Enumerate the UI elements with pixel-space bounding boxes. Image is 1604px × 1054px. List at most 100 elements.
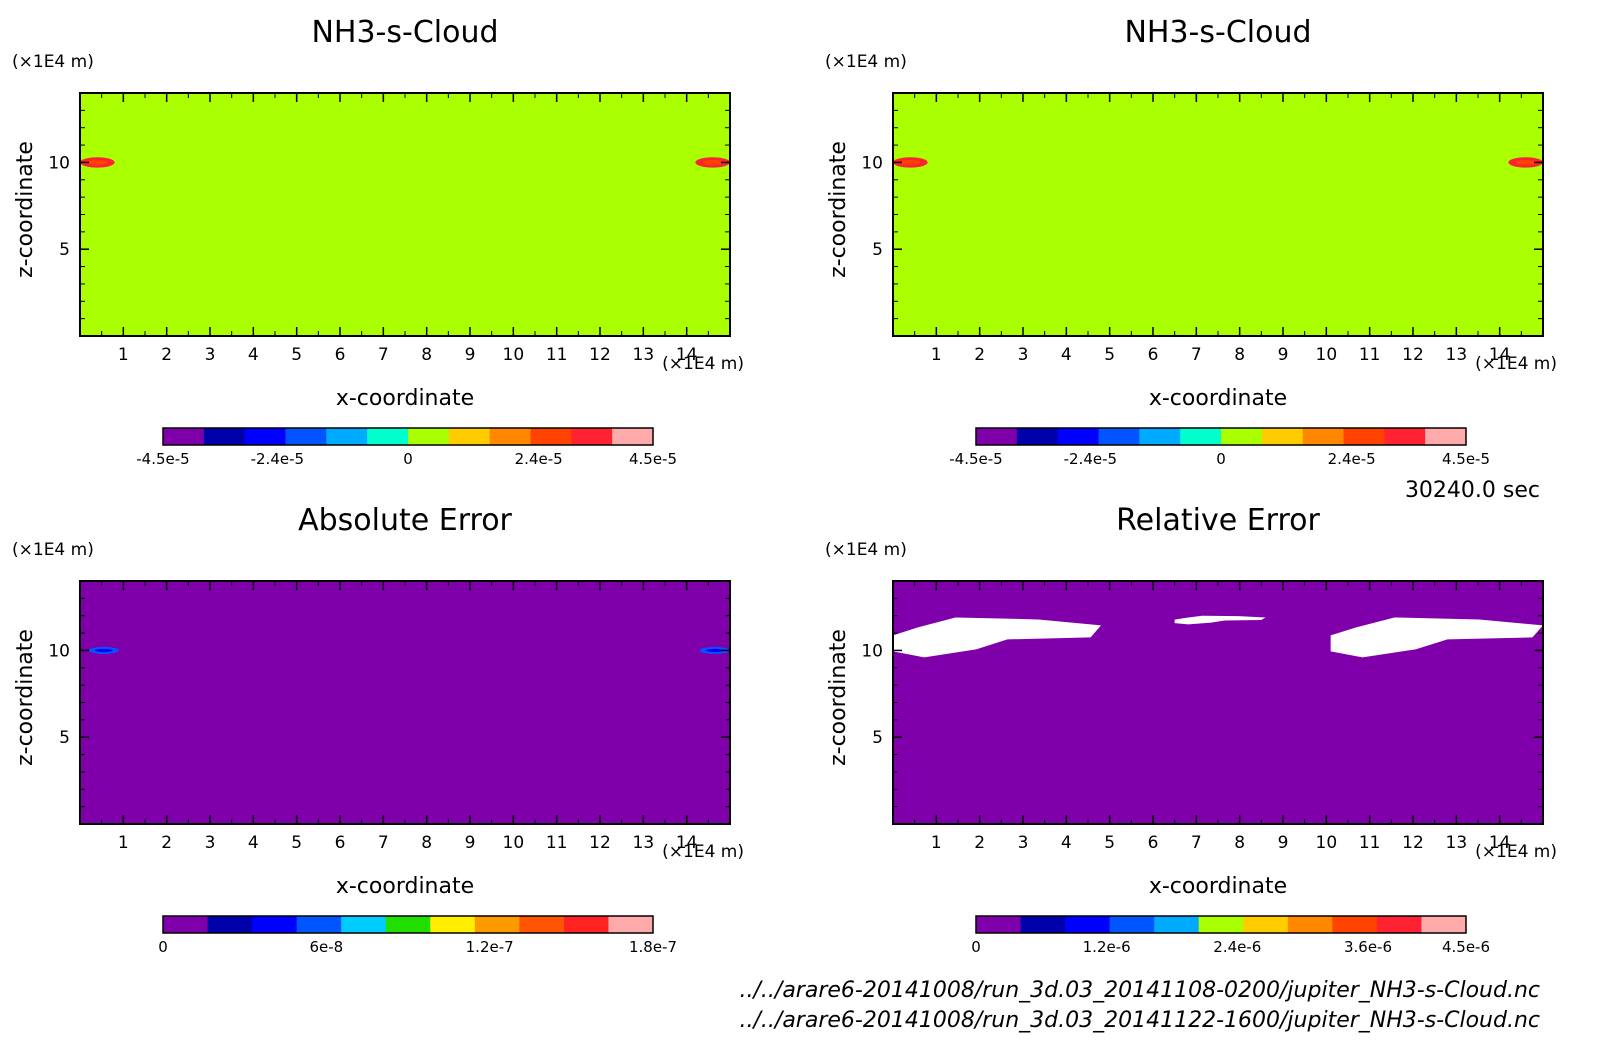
colorbar-label: 4.5e-5 bbox=[1442, 450, 1490, 468]
x-tick-label: 7 bbox=[1191, 833, 1202, 853]
x-tick-label: 1 bbox=[118, 345, 129, 365]
x-tick-label: 2 bbox=[161, 345, 172, 365]
x-axis-label: x-coordinate bbox=[1149, 874, 1287, 899]
x-tick-label: 4 bbox=[248, 833, 259, 853]
colorbar-swatch bbox=[252, 916, 298, 933]
heatmap-field bbox=[893, 93, 1543, 336]
colorbar-label: 4.5e-6 bbox=[1442, 938, 1490, 956]
heatmap-field bbox=[80, 581, 730, 824]
panel-1: NH3-s-Cloud(×1E4 m)1 2 3 4 5 6 7 8 9 10 11 12 13 1451… bbox=[12, 15, 744, 468]
x-tick-label: 8 bbox=[421, 833, 432, 853]
x-tick-label: 9 bbox=[1278, 833, 1289, 853]
x-tick-label: 7 bbox=[1191, 345, 1202, 365]
colorbar-swatch bbox=[1425, 428, 1467, 445]
x-tick-label: 13 bbox=[1446, 345, 1468, 365]
panel-title: Absolute Error bbox=[298, 503, 512, 538]
x-tick-label: 10 bbox=[1316, 345, 1338, 365]
colorbar-label: 1.2e-7 bbox=[466, 938, 514, 956]
colorbar-label: -4.5e-5 bbox=[949, 450, 1002, 468]
x-tick-label: 4 bbox=[248, 345, 259, 365]
colorbar: -4.5e-5 -2.4e-5 0 2.4e-5 4.5e-5 bbox=[949, 427, 1490, 468]
panel-title: NH3-s-Cloud bbox=[311, 15, 498, 50]
y-unit-label: (×1E4 m) bbox=[825, 540, 907, 560]
heatmap-feature-core bbox=[702, 160, 724, 165]
heatmap-feature-core bbox=[94, 648, 113, 652]
x-tick-label: 7 bbox=[378, 833, 389, 853]
y-axis-label: z-coordinate bbox=[826, 141, 851, 278]
colorbar-swatch bbox=[285, 428, 327, 445]
colorbar-label: -2.4e-5 bbox=[1064, 450, 1117, 468]
undefined-region bbox=[893, 617, 1101, 658]
colorbar-label: 4.5e-5 bbox=[629, 450, 677, 468]
colorbar-label: 2.4e-5 bbox=[515, 450, 563, 468]
x-tick-label: 10 bbox=[503, 345, 525, 365]
y-tick-label: 5 bbox=[872, 240, 883, 260]
y-axis-label: z-coordinate bbox=[13, 629, 38, 766]
panel-title: Relative Error bbox=[1116, 503, 1320, 538]
file-path-2: ../../arare6-20141008/run_3d.03_20141122… bbox=[740, 1008, 1540, 1033]
colorbar-frame bbox=[975, 427, 1467, 446]
colorbar-swatch bbox=[563, 916, 609, 933]
colorbar-swatch bbox=[608, 916, 654, 933]
x-tick-label: 6 bbox=[1148, 833, 1159, 853]
x-tick-label: 12 bbox=[1402, 345, 1424, 365]
colorbar-label: -4.5e-5 bbox=[136, 450, 189, 468]
colorbar-swatch bbox=[448, 428, 491, 445]
panel-4: Relative Error(×1E4 m)1 2 3 4 5 6 7 8 9 10 11 12 13 1… bbox=[825, 503, 1557, 956]
panel-2: NH3-s-Cloud(×1E4 m)1 2 3 4 5 6 7 8 9 10 11 12 13 1451… bbox=[825, 15, 1557, 468]
x-tick-label: 5 bbox=[291, 345, 302, 365]
x-tick-label: 11 bbox=[1359, 345, 1381, 365]
y-tick-label: 10 bbox=[861, 153, 883, 173]
x-tick-label: 14 bbox=[676, 345, 698, 365]
colorbar-label: 0 bbox=[403, 450, 413, 468]
colorbar-swatch bbox=[203, 428, 246, 445]
x-tick-label: 6 bbox=[335, 833, 346, 853]
x-tick-label: 8 bbox=[1234, 833, 1245, 853]
colorbar-swatch bbox=[1065, 916, 1111, 933]
colorbar-label: 2.4e-6 bbox=[1213, 938, 1261, 956]
undefined-region bbox=[1174, 615, 1266, 625]
x-axis-label: x-coordinate bbox=[336, 386, 474, 411]
colorbar-label: 1.8e-7 bbox=[629, 938, 677, 956]
x-tick-label: 1 bbox=[931, 345, 942, 365]
heatmap-feature-core bbox=[1515, 160, 1537, 165]
colorbar-label: 2.4e-5 bbox=[1328, 450, 1376, 468]
x-tick-label: 10 bbox=[1316, 833, 1338, 853]
colorbar-swatch bbox=[341, 916, 387, 933]
colorbar-swatch bbox=[1332, 916, 1378, 933]
colorbar-swatch bbox=[1302, 428, 1344, 445]
x-tick-label: 7 bbox=[378, 345, 389, 365]
x-tick-label: 6 bbox=[1148, 345, 1159, 365]
colorbar-swatch bbox=[1243, 916, 1289, 933]
x-tick-label: 2 bbox=[974, 833, 985, 853]
x-unit-label: (×1E4 m) bbox=[1475, 842, 1557, 862]
panel-3: Absolute Error(×1E4 m)1 2 3 4 5 6 7 8 9 10 11 12 13 1… bbox=[12, 503, 744, 956]
x-tick-label: 12 bbox=[1402, 833, 1424, 853]
x-tick-label: 10 bbox=[503, 833, 525, 853]
colorbar-swatch bbox=[1261, 428, 1304, 445]
colorbar-swatch bbox=[1109, 916, 1155, 933]
x-tick-label: 9 bbox=[465, 833, 476, 853]
x-axis-label: x-coordinate bbox=[336, 874, 474, 899]
x-tick-label: 5 bbox=[1104, 345, 1115, 365]
colorbar-swatch bbox=[474, 916, 520, 933]
x-tick-label: 13 bbox=[633, 833, 655, 853]
panels: NH3-s-Cloud(×1E4 m)1 2 3 4 5 6 7 8 9 10 11 12 13 1451… bbox=[12, 15, 1557, 956]
heatmap-feature-core bbox=[899, 160, 921, 165]
y-tick-label: 5 bbox=[59, 728, 70, 748]
colorbar-label: 0 bbox=[971, 938, 981, 956]
colorbar-swatch bbox=[489, 428, 531, 445]
x-tick-label: 13 bbox=[633, 345, 655, 365]
x-tick-label: 12 bbox=[589, 345, 611, 365]
time-label: 30240.0 sec bbox=[1405, 478, 1540, 503]
colorbar-label: 1.2e-6 bbox=[1083, 938, 1131, 956]
y-axis-label: z-coordinate bbox=[826, 629, 851, 766]
colorbar-swatch bbox=[367, 428, 409, 445]
colorbar-swatch bbox=[430, 916, 476, 933]
colorbar-label: 0 bbox=[158, 938, 168, 956]
x-tick-label: 3 bbox=[205, 345, 216, 365]
colorbar: -4.5e-5 -2.4e-5 0 2.4e-5 4.5e-5 bbox=[136, 427, 677, 468]
colorbar: 0 1.2e-6 2.4e-6 3.6e-6 4.5e-6 bbox=[971, 915, 1490, 956]
colorbar-swatch bbox=[1020, 916, 1066, 933]
x-axis-label: x-coordinate bbox=[1149, 386, 1287, 411]
